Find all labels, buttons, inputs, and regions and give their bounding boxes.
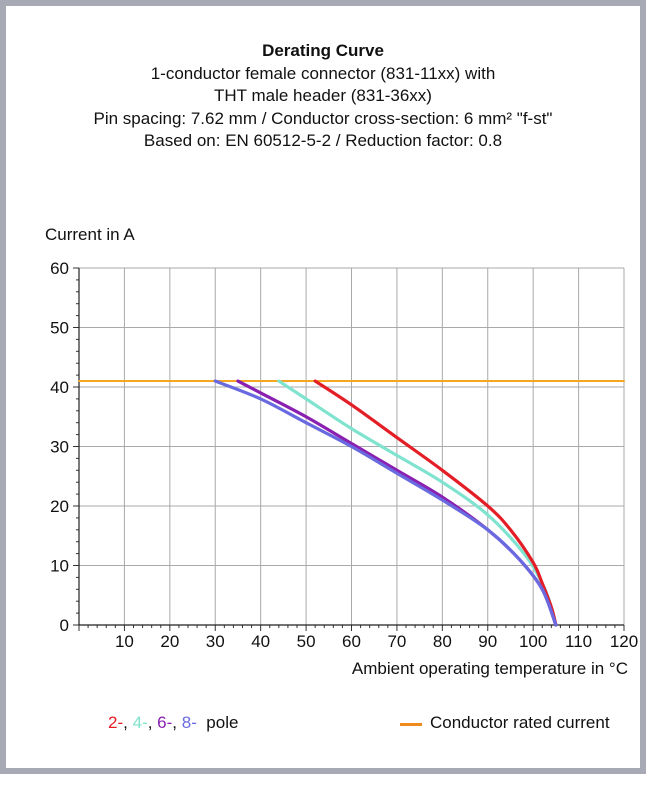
y-tick-label: 20 [50,497,69,516]
legend-poles: 2-, 4-, 6-, 8- pole [108,713,238,733]
series-line-2-pole [313,379,558,627]
x-axis-label: Ambient operating temperature in °C [352,659,628,678]
x-tick-label: 50 [297,632,316,651]
legend-pole-label: , [123,713,133,732]
x-tick-label: 70 [387,632,406,651]
legend-pole-label: , [147,713,158,732]
x-tick-label: 30 [206,632,225,651]
x-tick-label: 40 [251,632,270,651]
legend-pole-label: 4- [132,713,148,732]
x-tick-label: 60 [342,632,361,651]
legend-pole-label: 8- [181,713,197,732]
chart-subtitle-2: THT male header (831-36xx) [214,86,432,105]
x-tick-label: 120 [610,632,638,651]
x-tick-label: 10 [115,632,134,651]
y-axis-label: Current in A [45,225,135,244]
chart-title-block: Derating Curve 1-conductor female connec… [10,40,636,153]
chart-subtitle-1: 1-conductor female connector (831-11xx) … [150,63,496,83]
x-tick-label: 110 [565,632,592,651]
y-tick-label: 60 [50,259,69,278]
legend-rated-swatch [400,723,422,726]
chart-subtitle-4: Based on: EN 60512-5-2 / Reduction facto… [143,131,503,150]
chart-title: Derating Curve [262,41,384,60]
y-tick-label: 50 [50,319,69,338]
derating-chart: 0 10 20 30 40 50 60 10 20 30 40 50 60 70 80 90 100 110 120… [45,225,638,678]
x-tick-label: 100 [519,632,547,651]
y-tick-label: 40 [50,378,69,397]
y-tick-label: 30 [50,438,69,457]
x-tick-label: 20 [160,632,179,651]
legend-pole-suffix: pole [196,713,239,732]
legend-pole-label: 6- [157,713,173,732]
legend-rated-label: Conductor rated current [430,713,610,732]
x-tick-label: 80 [433,632,452,651]
x-tick-label: 90 [478,632,497,651]
y-tick-label: 10 [50,557,69,576]
chart-subtitle-3: Pin spacing: 7.62 mm / Conductor cross-s… [93,108,553,128]
y-tick-label: 0 [60,616,69,635]
legend: 2-, 4-, 6-, 8- pole Conductor rated curr… [0,713,646,737]
legend-pole-label: , [172,713,182,732]
series-line-4-pole [277,379,558,627]
legend-pole-label: 2- [108,713,124,732]
series-line-8-pole [213,379,558,627]
